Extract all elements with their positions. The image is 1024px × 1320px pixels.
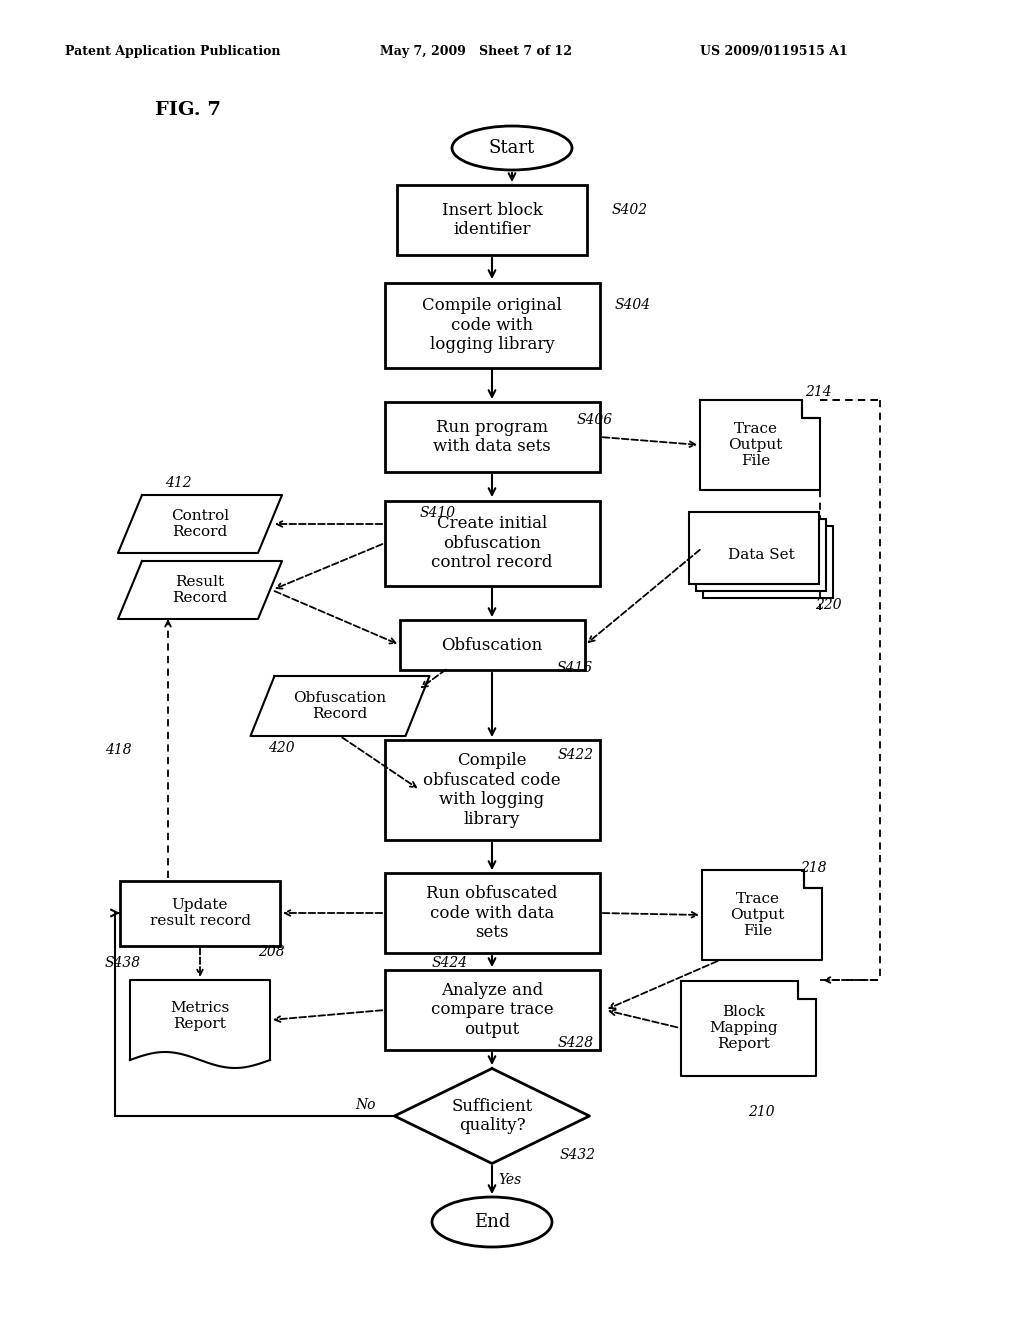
Text: Insert block
identifier: Insert block identifier bbox=[441, 202, 543, 239]
Text: Run program
with data sets: Run program with data sets bbox=[433, 418, 551, 455]
Text: S410: S410 bbox=[420, 506, 456, 520]
Bar bbox=[397, 185, 587, 255]
Text: Compile original
code with
logging library: Compile original code with logging libra… bbox=[422, 297, 562, 354]
Text: 218: 218 bbox=[800, 861, 826, 875]
Bar bbox=[703, 525, 833, 598]
Text: S404: S404 bbox=[615, 298, 651, 312]
Polygon shape bbox=[130, 979, 270, 1060]
Text: Patent Application Publication: Patent Application Publication bbox=[65, 45, 281, 58]
Text: 420: 420 bbox=[268, 741, 295, 755]
Polygon shape bbox=[702, 870, 822, 960]
Text: Sufficient
quality?: Sufficient quality? bbox=[452, 1098, 532, 1134]
Polygon shape bbox=[118, 495, 282, 553]
Bar bbox=[384, 873, 599, 953]
Text: S432: S432 bbox=[560, 1148, 596, 1162]
Text: Start: Start bbox=[488, 139, 536, 157]
Text: 418: 418 bbox=[105, 743, 132, 756]
Bar bbox=[384, 500, 599, 586]
Text: Obfuscation
Record: Obfuscation Record bbox=[294, 690, 387, 721]
Text: 412: 412 bbox=[165, 477, 191, 490]
Polygon shape bbox=[700, 400, 820, 490]
Text: Metrics
Report: Metrics Report bbox=[170, 1001, 229, 1031]
Bar bbox=[689, 512, 819, 583]
Text: End: End bbox=[474, 1213, 510, 1232]
Polygon shape bbox=[118, 561, 282, 619]
Text: S428: S428 bbox=[558, 1036, 594, 1049]
Bar bbox=[384, 741, 599, 840]
Bar bbox=[384, 403, 599, 473]
Bar bbox=[384, 282, 599, 367]
Text: S424: S424 bbox=[432, 956, 468, 970]
Text: Analyze and
compare trace
output: Analyze and compare trace output bbox=[431, 982, 553, 1038]
Text: Data Set: Data Set bbox=[728, 548, 795, 562]
Text: US 2009/0119515 A1: US 2009/0119515 A1 bbox=[700, 45, 848, 58]
Text: S406: S406 bbox=[577, 413, 613, 426]
Text: Create initial
obfuscation
control record: Create initial obfuscation control recor… bbox=[431, 515, 553, 572]
Text: 220: 220 bbox=[815, 598, 842, 612]
Text: Block
Mapping
Report: Block Mapping Report bbox=[710, 1005, 778, 1051]
Text: FIG. 7: FIG. 7 bbox=[155, 102, 221, 119]
Text: Yes: Yes bbox=[498, 1173, 521, 1187]
Text: 210: 210 bbox=[748, 1105, 774, 1119]
Bar bbox=[696, 519, 826, 591]
Text: Control
Record: Control Record bbox=[171, 510, 229, 539]
Text: Result
Record: Result Record bbox=[172, 576, 227, 605]
Text: S422: S422 bbox=[558, 748, 594, 762]
Text: May 7, 2009   Sheet 7 of 12: May 7, 2009 Sheet 7 of 12 bbox=[380, 45, 572, 58]
Text: No: No bbox=[355, 1098, 376, 1111]
Text: Update
result record: Update result record bbox=[150, 898, 251, 928]
Text: 208: 208 bbox=[258, 945, 285, 960]
Bar bbox=[399, 620, 585, 671]
Polygon shape bbox=[681, 981, 815, 1076]
Text: Compile
obfuscated code
with logging
library: Compile obfuscated code with logging lib… bbox=[423, 752, 561, 828]
Text: 214: 214 bbox=[805, 385, 831, 399]
Text: Obfuscation: Obfuscation bbox=[441, 636, 543, 653]
Bar bbox=[120, 880, 280, 945]
Polygon shape bbox=[251, 676, 429, 737]
Ellipse shape bbox=[432, 1197, 552, 1247]
Text: Trace
Output
File: Trace Output File bbox=[728, 422, 782, 469]
Text: S402: S402 bbox=[612, 203, 648, 216]
Text: S416: S416 bbox=[557, 661, 593, 675]
Text: Run obfuscated
code with data
sets: Run obfuscated code with data sets bbox=[426, 884, 558, 941]
Text: S438: S438 bbox=[105, 956, 141, 970]
Text: Trace
Output
File: Trace Output File bbox=[730, 892, 784, 939]
Ellipse shape bbox=[452, 125, 572, 170]
Bar bbox=[384, 970, 599, 1049]
Polygon shape bbox=[394, 1068, 590, 1163]
